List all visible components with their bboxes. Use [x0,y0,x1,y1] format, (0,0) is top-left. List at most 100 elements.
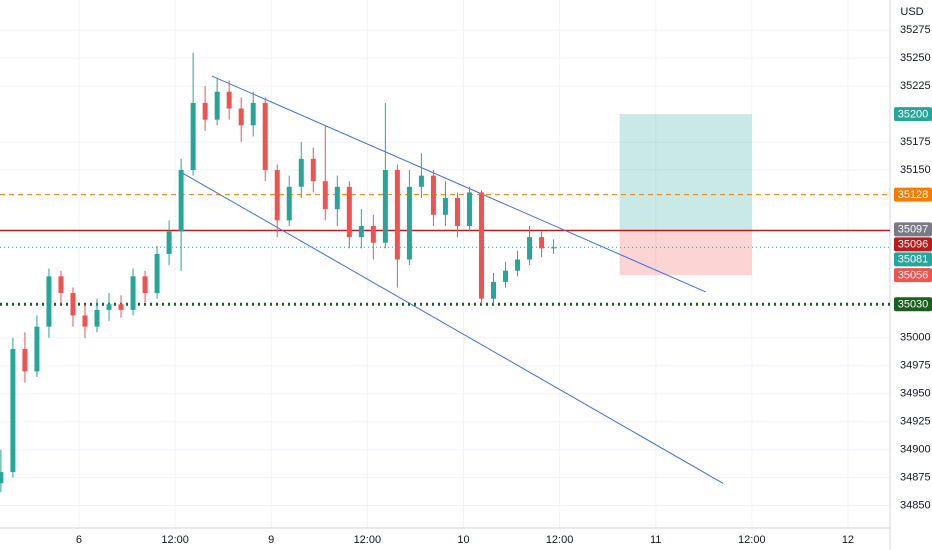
candle-body [250,102,256,126]
candle-body [166,231,172,254]
candle [539,231,545,258]
candle [70,287,76,327]
price-badge [894,107,932,122]
price-badge-label: 35030 [898,299,929,311]
candle [551,239,557,254]
candle-body [442,198,448,215]
trendline [211,75,706,293]
candle-body [10,349,16,473]
target-zone [619,114,752,231]
stop-zone [619,230,752,276]
y-tick-label: 35275 [900,24,931,36]
candle [527,225,533,266]
candle [418,153,424,198]
candle-body [466,192,472,226]
y-tick-label: 34975 [900,360,931,372]
x-tick-label: 10 [457,534,469,546]
candle-body [406,186,412,260]
candle-body [214,91,220,120]
price-badge-label: 35128 [898,189,929,201]
y-tick-label: 35225 [900,80,931,92]
price-badge-label: 35097 [898,224,929,236]
candle-body [274,170,280,221]
candle [322,125,328,221]
candle [250,91,256,137]
candle [58,270,64,305]
candle-body [382,170,388,243]
candle-body [202,102,208,120]
candle [274,164,280,238]
candle-body [286,186,292,221]
price-badge-label: 35056 [898,270,929,282]
trendline [182,172,724,484]
candle-body [130,276,136,310]
price-badge-label: 35096 [898,239,929,251]
candle [226,80,232,120]
x-tick-label: 12:00 [354,534,382,546]
x-tick-label: 12:00 [161,534,189,546]
candle-body [310,158,316,182]
candle-body [58,276,64,294]
candle-body [34,326,40,372]
candle [430,170,436,226]
candle-body [46,276,52,327]
candle-body [334,186,340,210]
y-tick-label: 35000 [900,332,931,344]
candle [310,147,316,193]
x-tick-label: 9 [268,534,274,546]
price-badge [894,297,932,312]
candle [298,142,304,198]
candle [178,158,184,271]
candle [118,295,124,318]
x-tick-label: 12 [842,534,854,546]
candle [82,304,88,338]
candle [46,268,52,338]
candle-body [94,309,100,327]
candle [202,86,208,131]
candle [130,268,136,316]
candle-body [527,237,533,260]
candle [286,175,292,226]
candle-body [298,158,304,187]
candle [358,209,364,249]
candle-body [106,304,112,310]
candle-body [515,259,521,271]
candle-body [346,186,352,238]
candle-body [551,247,557,249]
candle [10,337,16,478]
candle-body [430,175,436,215]
candle-body [358,225,364,238]
candle-body [539,237,545,249]
candle [0,449,4,493]
y-tick-label: 35250 [900,52,931,64]
price-badge-label: 35200 [898,109,929,121]
candle-body [82,315,88,327]
price-badge [894,237,932,252]
candle-body [118,304,124,310]
x-tick-label: 12:00 [738,534,766,546]
candle [190,52,196,176]
candle-body [22,349,28,372]
candle [466,186,472,232]
candle-body [394,170,400,260]
candle-body [154,253,160,294]
candle-body [491,281,497,299]
candle-body [478,192,484,299]
candle-body [262,102,268,171]
candle [106,293,112,322]
x-tick-label: 6 [76,534,82,546]
y-tick-label: 34900 [900,444,931,456]
candle [442,181,448,226]
candle [503,261,509,288]
candle-body [238,108,244,126]
candle [394,164,400,288]
candle-body [142,276,148,294]
price-badge [894,187,932,202]
candle [262,97,268,182]
candle [154,246,160,299]
candle-body [178,170,184,232]
candle-body [322,181,328,210]
candle [478,190,484,305]
